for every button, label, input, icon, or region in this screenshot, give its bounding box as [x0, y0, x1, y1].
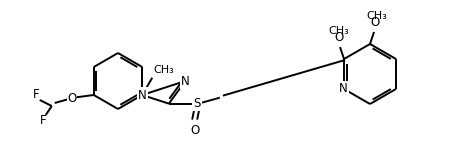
Text: O: O [335, 31, 343, 44]
Text: F: F [40, 115, 46, 127]
Text: O: O [190, 124, 199, 137]
Text: CH₃: CH₃ [367, 11, 387, 21]
Text: F: F [33, 88, 39, 102]
Text: S: S [193, 97, 200, 110]
Text: CH₃: CH₃ [153, 65, 174, 75]
Text: N: N [138, 88, 147, 102]
Text: N: N [181, 75, 190, 87]
Text: CH₃: CH₃ [329, 26, 350, 36]
Text: O: O [370, 16, 380, 29]
Text: O: O [67, 92, 76, 104]
Text: N: N [339, 82, 347, 96]
